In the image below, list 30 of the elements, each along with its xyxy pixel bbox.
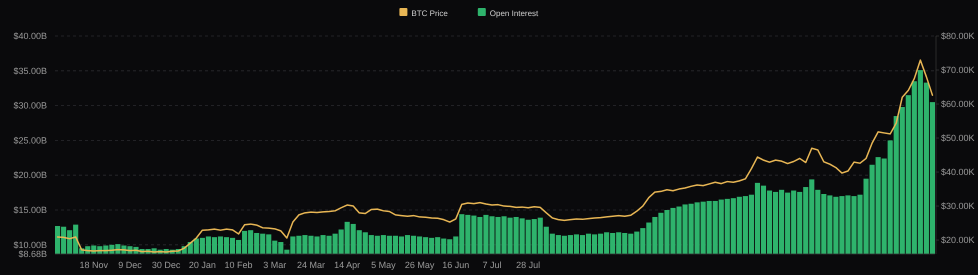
y-tick-label: $20.00B xyxy=(13,170,47,180)
x-tick-label: 26 May xyxy=(404,260,435,270)
x-tick-label: 28 Jul xyxy=(516,260,540,270)
y2-tick-label: $30.00K xyxy=(941,201,975,212)
y-tick-label: $15.00B xyxy=(13,205,47,216)
x-tick-label: 30 Dec xyxy=(152,260,181,270)
y2-tick-label: $60.00K xyxy=(941,99,975,110)
y2-tick-label: $20.00K xyxy=(941,235,975,246)
x-tick-label: 24 Mar xyxy=(296,260,325,270)
x-tick-label: 7 Jul xyxy=(482,260,502,270)
y-tick-label: $25.00B xyxy=(13,135,47,146)
x-tick-label: 20 Jan xyxy=(188,260,216,270)
x-tick-label: 10 Feb xyxy=(224,260,253,270)
legend-label: BTC Price xyxy=(411,9,448,18)
x-tick-label: 3 Mar xyxy=(263,260,286,270)
y-tick-label: $8.68B xyxy=(18,249,47,259)
y2-tick-label: $80.00K xyxy=(941,31,975,41)
y-tick-label: $30.00B xyxy=(13,100,47,111)
y-tick-label: $40.00B xyxy=(13,31,47,41)
x-tick-label: 9 Dec xyxy=(118,260,142,270)
x-tick-label: 5 May xyxy=(371,260,396,270)
y-tick-label: $35.00B xyxy=(13,66,47,76)
x-tick-label: 16 Jun xyxy=(442,260,470,270)
y2-tick-label: $50.00K xyxy=(941,133,975,144)
legend-label: Open Interest xyxy=(490,9,540,18)
x-tick-label: 14 Apr xyxy=(334,260,360,270)
y2-tick-label: $40.00K xyxy=(941,167,975,178)
y2-tick-label: $70.00K xyxy=(941,65,975,76)
x-tick-label: 18 Nov xyxy=(80,260,109,270)
y-tick-label: $10.00B xyxy=(13,240,47,250)
